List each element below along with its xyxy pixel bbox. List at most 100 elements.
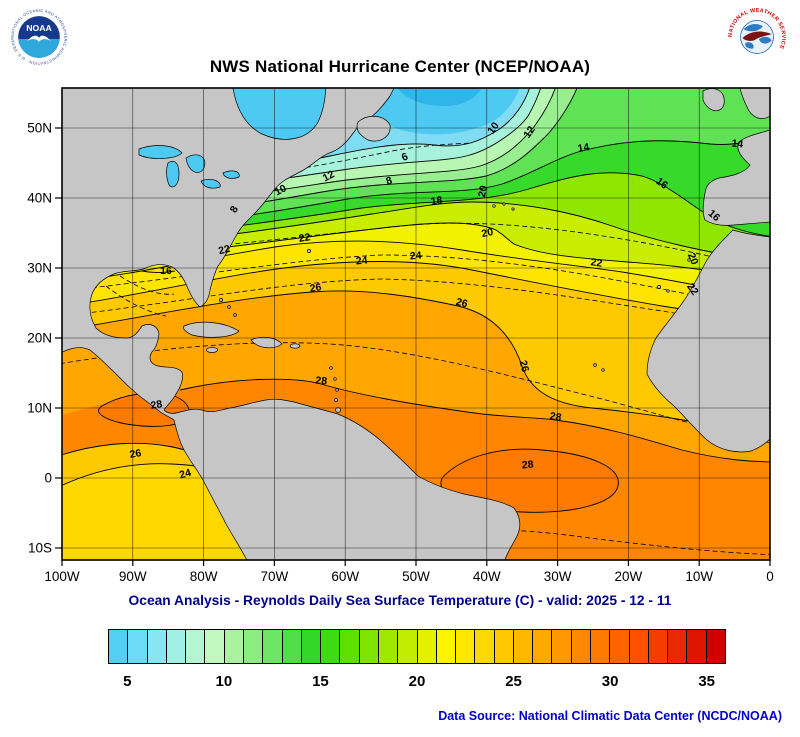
- page-title: NWS National Hurricane Center (NCEP/NOAA…: [209, 57, 591, 76]
- land-britain: [739, 88, 770, 119]
- contour-label: 20: [685, 251, 701, 266]
- noaa-emblem-sea: [18, 38, 60, 58]
- colorbar-cell: [263, 630, 283, 663]
- colorbar-tick-label: 30: [601, 673, 619, 690]
- contour-label: 26: [517, 359, 532, 374]
- y-axis-label: 20N: [27, 331, 52, 346]
- colorbar-cell: [648, 630, 669, 663]
- contour-label: 8: [228, 204, 241, 215]
- contour-label: 28: [150, 398, 164, 412]
- colorbar-tick-label: 10: [215, 673, 233, 690]
- contour-label: 22: [590, 256, 603, 270]
- contour-label: 28: [521, 459, 534, 472]
- land-ireland: [702, 88, 725, 112]
- colorbar-tick-label: 20: [408, 673, 426, 690]
- nws-globe-land: [745, 42, 754, 49]
- colorbar-cell: [706, 630, 725, 663]
- y-axis-label: 30N: [27, 261, 52, 276]
- land-iberia-france: [702, 129, 770, 226]
- nws-globe-land: [758, 36, 772, 44]
- colorbar-cell: [610, 630, 630, 663]
- contour-label: 6: [400, 151, 410, 164]
- colorbar-cell: [571, 630, 592, 663]
- colorbar-cell: [378, 630, 399, 663]
- landmasses: [62, 88, 770, 560]
- y-axis-label: 10N: [27, 401, 52, 416]
- x-axis-label: 70W: [261, 569, 289, 584]
- colorbar-cells: [108, 629, 726, 664]
- contour-label: 16: [160, 265, 172, 277]
- colorbar-cell: [224, 630, 244, 663]
- colorbar-cell: [456, 630, 476, 663]
- contour-label: 24: [355, 255, 368, 268]
- colorbar-cell: [533, 630, 553, 663]
- contour-label: 14: [731, 137, 744, 150]
- x-axis-label: 50W: [402, 569, 430, 584]
- colorbar-cell: [128, 630, 148, 663]
- colorbar-cell: [475, 630, 495, 663]
- land-americas: [62, 88, 521, 560]
- colorbar-cell: [147, 630, 167, 663]
- noaa-word: NOAA: [26, 23, 52, 33]
- contour-label: 24: [409, 250, 422, 263]
- colorbar-cell: [668, 630, 688, 663]
- y-axis-label: 10S: [28, 541, 52, 556]
- nws-bird-icon: [742, 31, 772, 41]
- contour-label: 14: [577, 141, 591, 155]
- x-axis-label: 80W: [190, 569, 218, 584]
- y-axis-label: 0: [44, 471, 52, 486]
- colorbar-cell: [591, 630, 611, 663]
- contour-label: 22: [217, 243, 231, 258]
- colorbar-cell: [513, 630, 534, 663]
- nws-globe-land: [743, 24, 763, 32]
- y-axis-label: 40N: [27, 191, 52, 206]
- colorbar-tick-labels: 5 10 15 20 25 30 35: [108, 664, 726, 694]
- map-caption: Ocean Analysis - Reynolds Daily Sea Surf…: [128, 593, 672, 608]
- x-axis-label: 20W: [615, 569, 643, 584]
- noaa-gull-icon: [27, 35, 51, 42]
- contour-label: 24: [178, 467, 193, 482]
- land-newfoundland: [356, 116, 391, 142]
- x-axis-label: 60W: [331, 569, 359, 584]
- contour-label: 18: [430, 194, 443, 208]
- colorbar-tick-label: 15: [312, 673, 329, 690]
- x-axis-label: 30W: [544, 569, 572, 584]
- nws-logo: NATIONAL WEATHER SERVICE: [726, 6, 788, 68]
- colorbar-cell: [436, 630, 457, 663]
- noaa-logo-svg: NATIONAL OCEANIC AND ATMOSPHERIC ADMINIS…: [8, 6, 70, 68]
- contour-label: 28: [549, 410, 563, 424]
- colorbar-cell: [687, 630, 707, 663]
- land-puerto-rico: [289, 343, 301, 349]
- colorbar-cell: [282, 630, 302, 663]
- contour-label: 8: [384, 174, 393, 187]
- colorbar-cell: [243, 630, 264, 663]
- colorbar-cell: [552, 630, 572, 663]
- contour-label: 20: [480, 226, 494, 240]
- colorbar-cell: [629, 630, 649, 663]
- x-axis-label: 40W: [473, 569, 501, 584]
- contour-label: 26: [129, 447, 143, 461]
- contour-label: 10: [273, 182, 289, 198]
- colorbar-cell: [321, 630, 341, 663]
- colorbar-cell: [398, 630, 418, 663]
- hudson-bay: [232, 88, 327, 140]
- colorbar-tick-label: 25: [505, 673, 522, 690]
- colorbar-tick-label: 5: [123, 673, 132, 690]
- land-cuba: [183, 321, 240, 338]
- nws-logo-svg: NATIONAL WEATHER SERVICE: [726, 6, 788, 68]
- land-jamaica: [206, 347, 218, 353]
- colorbar-cell: [359, 630, 379, 663]
- inland-waters: [138, 88, 327, 189]
- contour-label: 12: [321, 168, 337, 184]
- graticule: [62, 88, 770, 560]
- land-africa: [646, 229, 770, 453]
- colorbar-cell: [494, 630, 514, 663]
- colorbar-tick-label: 35: [698, 673, 716, 690]
- contour-label: 26: [455, 296, 469, 311]
- colorbar-cell: [417, 630, 437, 663]
- temperature-colorbar: 5 10 15 20 25 30 35: [108, 629, 726, 694]
- colorbar-cell: [109, 630, 129, 663]
- data-source-note: Data Source: National Climatic Data Cent…: [438, 709, 782, 723]
